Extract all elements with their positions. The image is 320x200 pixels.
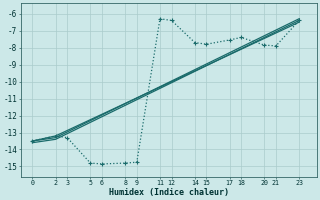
X-axis label: Humidex (Indice chaleur): Humidex (Indice chaleur) <box>109 188 229 197</box>
